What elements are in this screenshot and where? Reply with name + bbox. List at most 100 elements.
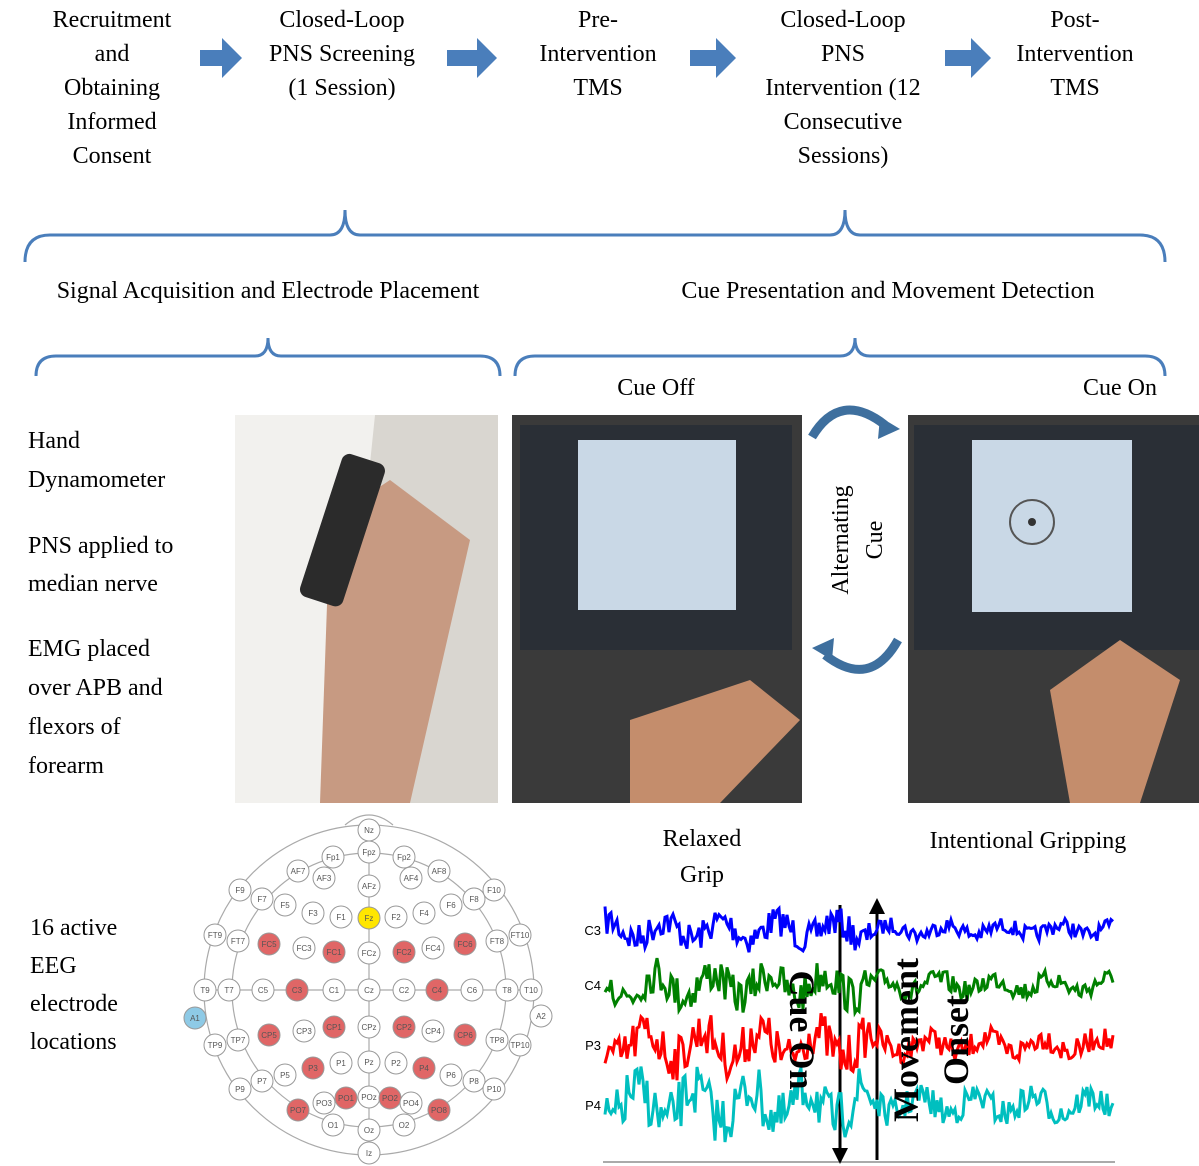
step-text: Intervention	[1016, 41, 1133, 67]
electrode	[495, 978, 519, 1002]
electrode	[439, 893, 463, 917]
electrode	[399, 866, 423, 890]
electrode	[392, 978, 416, 1002]
step-text: Post-	[1050, 7, 1099, 33]
electrode	[301, 901, 325, 925]
electrode-label: AF3	[317, 874, 332, 883]
electrode-label: CP4	[425, 1027, 441, 1036]
electrode-label: F9	[235, 886, 245, 895]
step-text: PNS Screening	[269, 41, 415, 67]
step-text: Intervention	[539, 41, 656, 67]
note-text: flexors of	[28, 714, 121, 740]
electrode	[460, 978, 484, 1002]
electrode-label: FCz	[362, 949, 377, 958]
electrode-label: PO7	[290, 1106, 307, 1115]
electrode-label: P3	[308, 1064, 318, 1073]
electrode-label: P7	[257, 1077, 267, 1086]
movement-marker: Movement	[886, 958, 926, 1122]
step-text: Informed	[67, 109, 156, 135]
electrode	[453, 932, 477, 956]
electrode	[425, 978, 449, 1002]
trace-label: C4	[584, 978, 601, 993]
electrode-label: FC3	[296, 944, 312, 953]
electrode-label: Nz	[364, 826, 374, 835]
electrode-label: AFz	[362, 882, 376, 891]
electrode	[312, 1091, 336, 1115]
electrode-label: FC5	[261, 940, 277, 949]
electrode	[217, 978, 241, 1002]
electrode-label: P1	[336, 1059, 346, 1068]
step-text: Obtaining	[64, 75, 160, 101]
electrode-label: TP7	[231, 1036, 246, 1045]
braces	[23, 209, 1167, 377]
electrode-label: FT7	[231, 937, 246, 946]
step-text: Consecutive	[784, 109, 903, 135]
electrode	[285, 978, 309, 1002]
electrode-label: C3	[292, 986, 303, 995]
electrode	[519, 978, 543, 1002]
electrode	[292, 1019, 316, 1043]
cue-arrowhead	[832, 1148, 848, 1164]
electrode	[334, 1086, 358, 1110]
electrode-label: CP6	[457, 1031, 473, 1040]
eeg-note: 16 active	[30, 915, 117, 941]
electrode-label: Fp2	[397, 853, 411, 862]
electrode	[485, 1028, 509, 1052]
electrode	[482, 878, 506, 902]
electrode	[321, 845, 345, 869]
electrode-label: T9	[200, 986, 210, 995]
electrode-label: Fpz	[362, 848, 375, 857]
electrode-label: P8	[469, 1077, 479, 1086]
electrode	[250, 887, 274, 911]
electrode-label: C6	[467, 986, 478, 995]
electrode-label: CP3	[296, 1027, 312, 1036]
electrode	[193, 978, 217, 1002]
grip-label: Intentional Gripping	[930, 828, 1127, 854]
electrode-label: FT9	[208, 931, 223, 940]
note-text: over APB and	[28, 675, 163, 701]
step-text: TMS	[573, 75, 622, 101]
electrode	[226, 1028, 250, 1052]
electrode	[421, 1019, 445, 1043]
electrode	[508, 923, 532, 947]
electrode	[321, 1113, 345, 1137]
step-text: PNS	[821, 41, 865, 67]
electrode	[226, 929, 250, 953]
electrode-label: Fz	[365, 914, 374, 923]
photos	[235, 415, 1199, 803]
electrode	[257, 1023, 281, 1047]
step-text: Recruitment	[53, 7, 172, 33]
electrode-label: AF8	[432, 867, 447, 876]
electrode-label: FC4	[425, 944, 441, 953]
electrode	[357, 906, 381, 930]
electrode	[203, 1033, 227, 1057]
alternating-label: Alternating	[828, 485, 854, 594]
electrode-label: O1	[328, 1121, 339, 1130]
electrode-label: Iz	[366, 1149, 372, 1158]
eeg-note: EEG	[30, 953, 77, 979]
electrode	[286, 859, 310, 883]
electrode	[312, 866, 336, 890]
electrode	[427, 859, 451, 883]
alternating-label: Cue	[862, 521, 888, 560]
grip-label: Relaxed	[663, 826, 742, 852]
electrode	[412, 901, 436, 925]
electrode-label: F3	[308, 909, 318, 918]
electrode-label: F6	[446, 901, 456, 910]
electrode	[257, 932, 281, 956]
electrode	[357, 1141, 381, 1165]
electrode	[322, 940, 346, 964]
electrode-label: TP8	[490, 1036, 505, 1045]
eeg-trace	[603, 905, 1115, 954]
step-text: Closed-Loop	[780, 7, 905, 33]
flow-arrows	[200, 38, 991, 78]
electrode-label: F1	[336, 913, 346, 922]
electrode-label: P9	[235, 1085, 245, 1094]
electrode	[462, 887, 486, 911]
trace-label: C3	[584, 923, 601, 938]
electrode	[322, 1015, 346, 1039]
movement-arrowhead	[869, 898, 885, 914]
step-text: and	[95, 41, 130, 67]
trace-label: P3	[585, 1038, 601, 1053]
